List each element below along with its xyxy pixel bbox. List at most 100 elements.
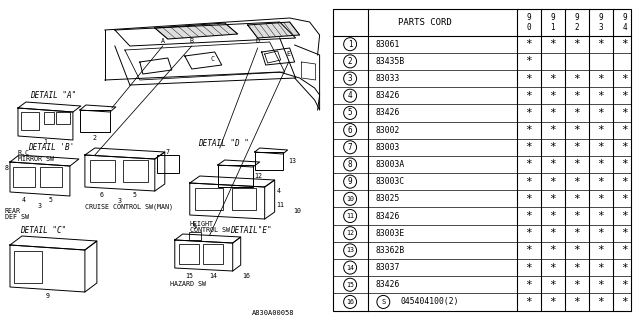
Bar	[189, 232, 201, 240]
Text: CONTROL SW: CONTROL SW	[190, 227, 230, 233]
Text: *: *	[525, 142, 532, 152]
Text: 83426: 83426	[375, 108, 399, 117]
Text: 5: 5	[348, 108, 353, 117]
Text: 5: 5	[133, 192, 137, 198]
Text: DETAIL "A": DETAIL "A"	[30, 91, 76, 100]
Bar	[80, 110, 110, 132]
Text: *: *	[573, 91, 580, 101]
Text: *: *	[621, 297, 628, 307]
Text: 15: 15	[346, 282, 354, 288]
Text: 13: 13	[346, 247, 354, 253]
Text: 1: 1	[348, 40, 353, 49]
Text: *: *	[597, 125, 604, 135]
Bar	[218, 165, 253, 187]
Text: 4: 4	[22, 197, 26, 203]
Text: 045404100(2): 045404100(2)	[400, 297, 458, 307]
Bar	[232, 188, 256, 210]
Text: C: C	[211, 56, 215, 62]
Text: 11: 11	[276, 202, 285, 208]
Text: *: *	[525, 108, 532, 118]
Bar	[14, 251, 42, 283]
Text: *: *	[597, 74, 604, 84]
Text: *: *	[621, 245, 628, 255]
Text: *: *	[525, 194, 532, 204]
Text: *: *	[549, 228, 556, 238]
Text: 7: 7	[348, 143, 353, 152]
Text: 4: 4	[276, 188, 281, 194]
Text: *: *	[525, 177, 532, 187]
Text: 10: 10	[346, 196, 354, 202]
Text: 1: 1	[44, 139, 47, 145]
Polygon shape	[155, 23, 237, 39]
Text: *: *	[549, 39, 556, 49]
Text: *: *	[597, 263, 604, 273]
Text: 4: 4	[348, 91, 353, 100]
Text: 83033: 83033	[375, 74, 399, 83]
Text: 3: 3	[38, 203, 42, 209]
Text: 16: 16	[243, 273, 251, 279]
Text: *: *	[573, 194, 580, 204]
Text: 6: 6	[100, 192, 104, 198]
Text: 16: 16	[346, 299, 354, 305]
Text: 15: 15	[185, 273, 193, 279]
Text: D: D	[256, 38, 260, 44]
Text: 83426: 83426	[375, 212, 399, 220]
Text: *: *	[525, 91, 532, 101]
Text: *: *	[597, 211, 604, 221]
Polygon shape	[248, 22, 300, 38]
Text: DETAIL "C": DETAIL "C"	[20, 226, 66, 235]
Text: *: *	[621, 74, 628, 84]
Text: 9: 9	[45, 293, 49, 299]
Text: *: *	[525, 280, 532, 290]
Text: S: S	[381, 299, 385, 305]
Text: 11: 11	[346, 213, 354, 219]
Text: MIRROR SW: MIRROR SW	[18, 156, 54, 162]
Text: *: *	[573, 211, 580, 221]
Text: 83003: 83003	[375, 143, 399, 152]
Bar	[90, 160, 115, 182]
Text: *: *	[525, 56, 532, 66]
Bar	[56, 112, 70, 124]
Text: *: *	[525, 125, 532, 135]
Text: *: *	[573, 245, 580, 255]
Text: *: *	[573, 177, 580, 187]
Text: 8: 8	[348, 160, 353, 169]
Text: PARTS CORD: PARTS CORD	[397, 18, 451, 27]
Text: *: *	[621, 280, 628, 290]
Text: DETAIL 'B': DETAIL 'B'	[28, 143, 74, 152]
Text: *: *	[549, 245, 556, 255]
Text: *: *	[549, 74, 556, 84]
Text: *: *	[597, 228, 604, 238]
Text: *: *	[597, 297, 604, 307]
Text: 83061: 83061	[375, 40, 399, 49]
Text: *: *	[621, 263, 628, 273]
Text: R.C: R.C	[18, 150, 30, 156]
Text: *: *	[621, 108, 628, 118]
Text: HEIGHT: HEIGHT	[190, 221, 214, 227]
Text: 83003A: 83003A	[375, 160, 404, 169]
Text: *: *	[573, 263, 580, 273]
Text: *: *	[525, 74, 532, 84]
Text: *: *	[525, 159, 532, 170]
Text: 9
1: 9 1	[550, 13, 555, 32]
Text: A: A	[161, 38, 165, 44]
Text: *: *	[597, 177, 604, 187]
Text: 83003E: 83003E	[375, 229, 404, 238]
Text: 83435B: 83435B	[375, 57, 404, 66]
Text: A830A00058: A830A00058	[252, 310, 294, 316]
Text: *: *	[549, 177, 556, 187]
Text: *: *	[621, 194, 628, 204]
Text: 83003C: 83003C	[375, 177, 404, 186]
Text: 13: 13	[289, 158, 297, 164]
Text: 9: 9	[193, 224, 196, 230]
Text: *: *	[597, 159, 604, 170]
Text: *: *	[549, 280, 556, 290]
Text: *: *	[549, 91, 556, 101]
Text: *: *	[597, 39, 604, 49]
Text: *: *	[525, 263, 532, 273]
Text: *: *	[621, 39, 628, 49]
Text: *: *	[621, 211, 628, 221]
Text: *: *	[573, 228, 580, 238]
Text: 83037: 83037	[375, 263, 399, 272]
Text: *: *	[525, 211, 532, 221]
